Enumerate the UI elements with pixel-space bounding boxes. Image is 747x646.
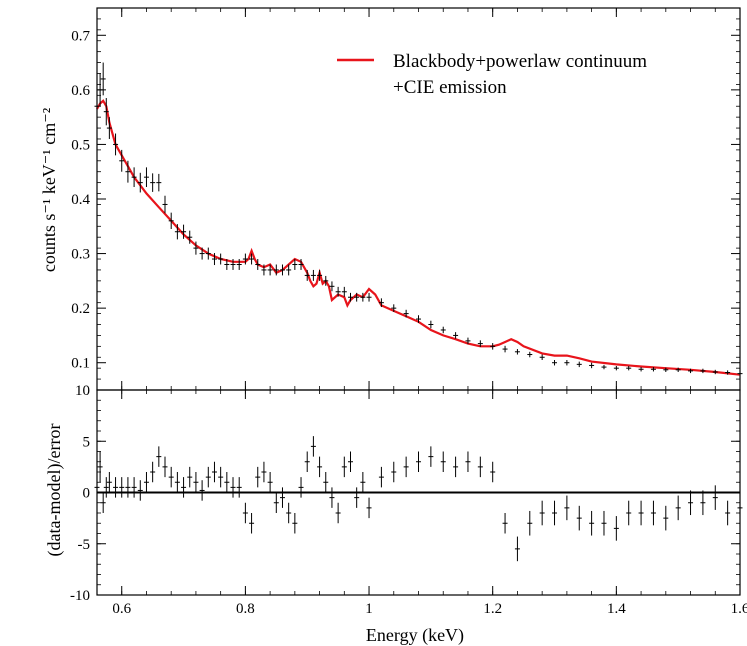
bottom-y-axis-label: (data-model)/error [44,424,65,557]
x-axis-label: Energy (keV) [366,625,464,646]
x-tick-label: 0.6 [112,601,131,617]
y-tick-label: 0.2 [71,301,90,317]
y-tick-label: 0 [83,486,91,502]
model-line [96,99,741,376]
y-tick-label: -10 [70,588,90,604]
y-tick-label: 0.4 [71,192,90,208]
y-tick-label: 0.6 [71,83,90,99]
x-tick-label: 1.6 [731,601,747,617]
legend-label: +CIE emission [393,77,507,98]
y-tick-label: 0.3 [71,247,90,263]
top-panel-spectrum: 0.1 0.2 0.3 0.4 0.5 0.6 0.7 Blackbody+powerlaw … [71,7,743,391]
x-tick-label: 0.8 [236,601,255,617]
y-tick-label: 10 [75,383,90,399]
y-tick-label: -5 [78,537,91,553]
x-tick-label: 1.4 [607,601,626,617]
y-tick-label: 0.1 [71,356,90,372]
x-tick-label: 1 [365,601,373,617]
x-tick-label: 1.2 [483,601,502,617]
axis-titles: counts s⁻¹ keV⁻¹ cm⁻² (data-model)/error… [39,108,464,646]
top-y-axis-label: counts s⁻¹ keV⁻¹ cm⁻² [39,108,59,272]
y-tick-label: 0.7 [71,28,90,44]
legend-label: Blackbody+powerlaw continuum [393,51,647,72]
y-tick-label: 5 [83,434,91,450]
y-tick-label: 0.5 [71,137,90,153]
bottom-panel-residuals: -10 -5 0 5 10 0.6 0.8 1 1.2 1.4 1.6 [70,383,747,617]
